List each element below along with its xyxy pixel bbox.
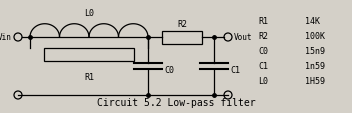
Text: 100K: 100K (305, 32, 325, 41)
Bar (162, 31, 202, 44)
Text: Circuit 5.2 Low-pass filter: Circuit 5.2 Low-pass filter (97, 97, 255, 107)
Text: Vout: Vout (234, 33, 252, 42)
Text: 14K: 14K (305, 17, 320, 26)
Text: L0: L0 (84, 9, 94, 18)
Text: C0: C0 (164, 66, 174, 75)
Text: R1: R1 (258, 17, 268, 26)
Text: R2: R2 (258, 32, 268, 41)
Text: L0: L0 (258, 77, 268, 86)
Bar (44, 49, 134, 61)
Text: R2: R2 (177, 20, 187, 29)
Text: C1: C1 (258, 62, 268, 71)
Text: R1: R1 (84, 72, 94, 81)
Text: 1n59: 1n59 (305, 62, 325, 71)
Text: Vin: Vin (0, 33, 12, 42)
Text: 1H59: 1H59 (305, 77, 325, 86)
Text: 15n9: 15n9 (305, 47, 325, 56)
Text: C0: C0 (258, 47, 268, 56)
Text: C1: C1 (230, 66, 240, 75)
